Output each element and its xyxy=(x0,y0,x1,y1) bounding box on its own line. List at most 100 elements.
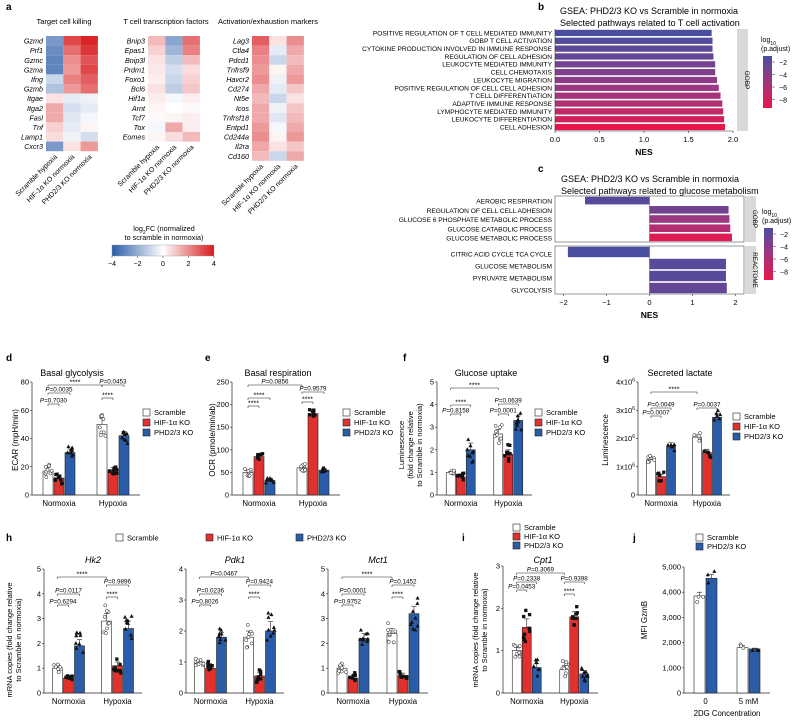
data-point xyxy=(498,425,502,430)
data-point xyxy=(107,621,111,626)
data-point xyxy=(257,677,261,681)
data-point xyxy=(712,569,717,573)
legend-label: PHD2/3 KO xyxy=(524,541,563,550)
facet-label: GOBP xyxy=(743,71,750,90)
legend-label: PHD2/3 KO xyxy=(154,428,193,437)
chart-title: GSEA: PHD2/3 KO vs Scramble in normoxia xyxy=(560,6,738,16)
y-tick-label: 5 xyxy=(37,565,41,574)
legend-swatch xyxy=(342,408,351,417)
data-point xyxy=(53,477,58,481)
data-point xyxy=(570,616,575,621)
data-point xyxy=(582,670,587,674)
data-point xyxy=(348,675,352,680)
heatmap-gene-label: Cxcr3 xyxy=(24,142,43,151)
data-point xyxy=(73,641,78,645)
legend-swatch xyxy=(732,422,741,431)
legend-swatch xyxy=(695,533,704,542)
data-point xyxy=(208,663,212,667)
chart-title: Glucose uptake xyxy=(455,368,518,378)
gsea-legend-title: log10 xyxy=(761,37,776,47)
heatmap-cell xyxy=(46,45,64,56)
significance-label: **** xyxy=(564,589,575,596)
legend-swatch xyxy=(142,428,151,437)
x-tick-label: 5 mM xyxy=(739,697,759,706)
heatmap-gene-label: Tnfrsf9 xyxy=(227,65,249,74)
heatmap-cell xyxy=(269,112,287,123)
facet-label: REACTOME xyxy=(751,252,758,288)
data-point xyxy=(755,647,760,652)
heatmap-gene-label: Gzmd xyxy=(24,37,44,46)
data-point xyxy=(452,468,456,473)
heatmap-cell xyxy=(252,74,270,84)
heatmap-cell xyxy=(252,103,270,113)
x-tick-label: 0 xyxy=(703,697,708,706)
data-point xyxy=(668,442,674,447)
data-point xyxy=(53,664,58,669)
heatmap-gene-label: Epas1 xyxy=(125,46,145,55)
heatmap-cell xyxy=(165,103,183,113)
heatmap-cell xyxy=(165,122,183,132)
legend-swatch xyxy=(732,412,741,421)
gsea-bar xyxy=(649,258,726,270)
chart-title: GSEA: PHD2/3 KO vs Scramble in normoxia xyxy=(561,174,739,184)
data-point xyxy=(271,480,276,485)
y-tick-label: 3 xyxy=(37,614,41,623)
heatmap-gene-label: Tnf xyxy=(33,123,44,132)
heatmap-cell xyxy=(182,64,200,75)
gsea-legend-title: log10 xyxy=(762,209,777,219)
x-tick-label: Normoxia xyxy=(42,499,76,508)
data-point xyxy=(123,626,128,631)
gsea-pathway-label: T CELL DIFFERENTIATION xyxy=(470,93,553,100)
data-point xyxy=(523,639,527,644)
heatmap-cell xyxy=(269,84,287,94)
gsea-pathway-label: LYMPHOCYTE MEDIATED IMMUNITY xyxy=(437,109,552,116)
x-tick-label: −1 xyxy=(602,298,611,307)
heatmap-cell xyxy=(286,112,304,123)
heatmap-cell xyxy=(269,122,287,132)
heatmap-gene-label: Foxo1 xyxy=(125,75,145,84)
y-tick-label: 4 xyxy=(179,565,183,574)
heatmap-cell xyxy=(286,64,304,75)
data-point xyxy=(672,442,677,447)
legend-label: HIF-1α KO xyxy=(354,418,390,427)
bar xyxy=(253,456,265,496)
gsea-bar xyxy=(649,224,731,232)
heatmap-gene-label: Itga2 xyxy=(27,104,43,113)
data-point xyxy=(101,417,106,421)
heatmap-cell xyxy=(148,45,166,56)
subplot-title: Pdk1 xyxy=(225,555,246,565)
bar xyxy=(748,648,761,694)
p-value-label: P=0.9896 xyxy=(104,579,132,586)
colorbar-tick-label: 2 xyxy=(187,261,191,268)
y-tick-label: 1 xyxy=(179,658,183,667)
gsea-bar xyxy=(567,246,650,258)
legend-label: Scramble xyxy=(154,408,186,417)
y-tick-label: 2,000 xyxy=(662,638,681,647)
p-value-label: P=0.9398 xyxy=(561,576,589,583)
heatmap-cell xyxy=(286,132,304,142)
heatmap-gene-label: Tcf7 xyxy=(132,113,146,122)
heatmap-cell xyxy=(165,74,183,84)
data-point xyxy=(122,614,128,619)
chart-subtitle: Selected pathways related to glucose met… xyxy=(561,186,759,196)
heatmap-cell xyxy=(80,132,98,142)
data-point xyxy=(125,441,130,446)
significance-label: **** xyxy=(102,393,113,400)
data-point xyxy=(104,631,108,635)
data-point xyxy=(114,465,118,469)
heatmap-cell xyxy=(165,93,183,104)
gsea-legend-subtitle: (p.adjust) xyxy=(761,46,790,53)
x-tick-label: 1 xyxy=(690,298,694,307)
heatmap-cell xyxy=(286,93,304,104)
y-tick-label: 0 xyxy=(496,689,500,698)
panel-label-g: g xyxy=(603,353,609,364)
y-tick-label: 250 xyxy=(216,378,229,387)
heatmap-cell xyxy=(182,112,200,123)
heatmap-cell xyxy=(252,45,270,56)
legend-label: HIF-1α KO xyxy=(744,422,780,431)
data-point xyxy=(497,441,501,445)
y-axis-label: to Scramble in normoxia) xyxy=(480,588,489,672)
data-point xyxy=(495,433,500,437)
heatmap-cell xyxy=(286,122,304,132)
